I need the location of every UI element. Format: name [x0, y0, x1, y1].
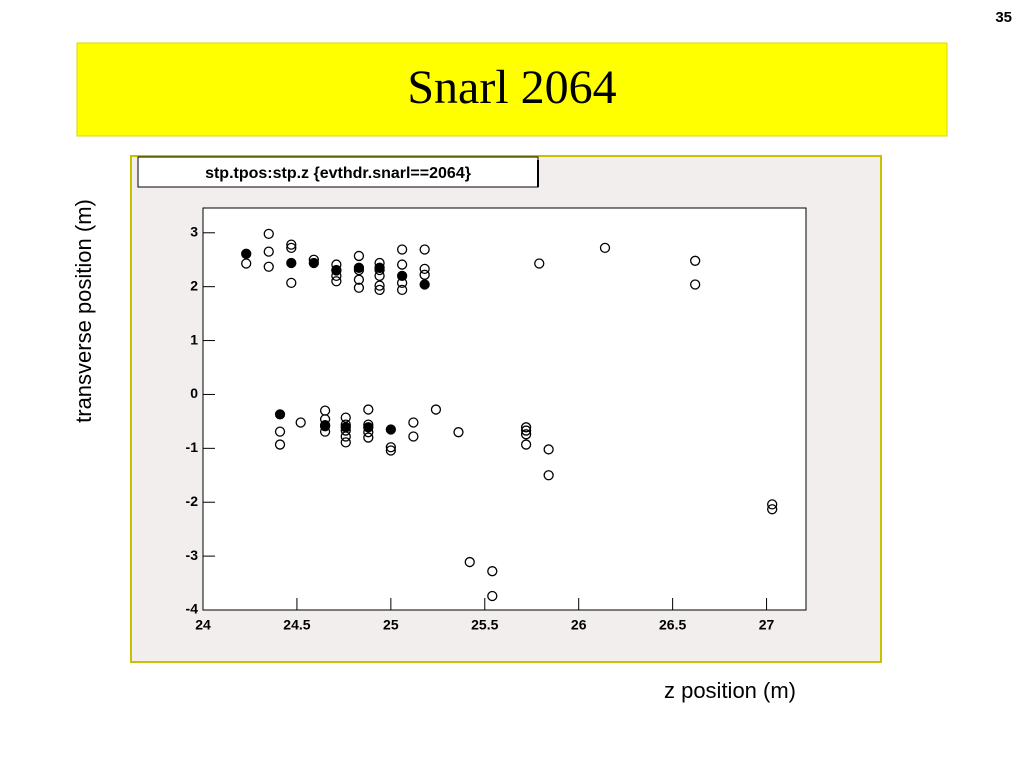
data-point: [487, 590, 498, 602]
data-point: [385, 445, 397, 456]
data-point: [543, 444, 554, 455]
data-point: [419, 279, 430, 290]
x-tick-label: 27: [759, 617, 775, 633]
data-point: [464, 556, 475, 568]
data-point: [274, 426, 286, 437]
data-point: [408, 431, 419, 442]
data-point: [430, 404, 442, 415]
data-point: [340, 422, 351, 433]
data-point: [767, 504, 778, 515]
data-point: [319, 421, 331, 432]
data-point: [520, 422, 532, 433]
data-point: [274, 439, 286, 450]
title-box: [76, 42, 948, 137]
data-point: [286, 257, 297, 269]
data-point: [286, 277, 297, 289]
data-point: [520, 425, 532, 436]
x-tick-label: 24: [195, 617, 211, 633]
data-point: [353, 262, 365, 273]
data-point: [308, 257, 319, 269]
y-tick-label: 2: [190, 277, 198, 293]
data-point: [263, 246, 274, 257]
data-point: [374, 284, 385, 296]
data-point: [374, 262, 385, 273]
data-point: [453, 427, 464, 438]
data-point: [520, 429, 532, 440]
y-tick-label: 3: [190, 223, 198, 239]
data-point: [353, 250, 365, 262]
x-tick-label: 24.5: [283, 617, 310, 633]
data-point: [274, 409, 286, 420]
data-point: [363, 432, 374, 443]
page-number: 35: [995, 9, 1012, 26]
data-point: [419, 244, 430, 255]
data-point: [396, 270, 408, 282]
data-point: [385, 424, 397, 435]
data-point: [534, 258, 545, 269]
data-point: [396, 244, 408, 255]
y-tick-label: 1: [190, 331, 198, 347]
y-tick-label: -1: [186, 439, 199, 455]
x-tick-label: 25.5: [471, 617, 498, 633]
x-axis-label: z position (m): [664, 678, 796, 703]
data-point: [690, 279, 701, 290]
data-point: [396, 259, 408, 270]
x-tick-label: 26.5: [659, 617, 686, 633]
chart-title-box: [137, 156, 539, 188]
data-point: [241, 258, 252, 269]
data-point: [419, 263, 430, 275]
data-point: [353, 274, 365, 285]
plot-frame: [202, 207, 807, 611]
data-point: [363, 404, 374, 415]
data-point: [263, 261, 274, 272]
data-point: [363, 422, 374, 433]
data-point: [396, 284, 408, 296]
y-tick-label: -2: [186, 493, 199, 509]
x-tick-label: 25: [383, 617, 399, 633]
data-point: [241, 248, 252, 259]
data-point: [286, 239, 297, 250]
data-point: [408, 417, 419, 428]
data-point: [374, 280, 385, 291]
data-point: [340, 437, 351, 448]
data-point: [331, 264, 342, 276]
y-tick-label: -4: [186, 601, 199, 617]
data-point: [295, 417, 306, 428]
data-point: [385, 442, 397, 453]
data-point: [767, 499, 778, 510]
data-point: [340, 412, 351, 423]
y-axis-label: transverse position (m): [71, 199, 96, 423]
data-point: [353, 282, 365, 293]
data-point: [419, 269, 430, 280]
data-point: [331, 276, 342, 287]
y-tick-label: 0: [190, 385, 198, 401]
x-tick-label: 26: [571, 617, 587, 633]
data-point: [286, 242, 297, 254]
data-point: [487, 566, 498, 577]
slide-title: Snarl 2064: [407, 61, 616, 114]
y-tick-label: -3: [186, 547, 199, 563]
data-point: [543, 470, 554, 481]
chart-title: stp.tpos:stp.z {evthdr.snarl==2064}: [205, 165, 471, 182]
data-point: [263, 228, 274, 240]
data-point: [599, 242, 611, 254]
data-point: [520, 439, 532, 450]
data-point: [690, 255, 701, 266]
